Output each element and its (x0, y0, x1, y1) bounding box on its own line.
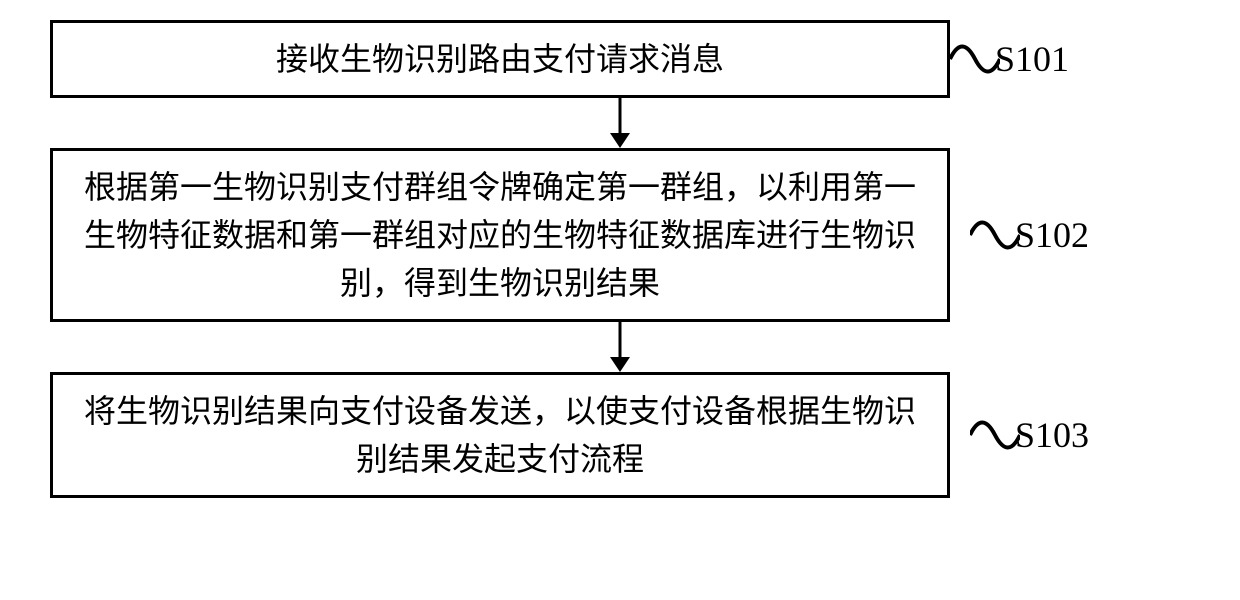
step-label-1: S101 (995, 38, 1069, 80)
flowchart-container: 接收生物识别路由支付请求消息 S101 根据第一生物识别支付群组令牌确定第一群组… (50, 20, 1190, 498)
arrow-container-2 (170, 322, 1070, 372)
squiggle-icon (970, 405, 1020, 465)
arrow-container-1 (170, 98, 1070, 148)
step-box-2: 根据第一生物识别支付群组令牌确定第一群组，以利用第一生物特征数据和第一群组对应的… (50, 148, 950, 322)
step-label-3: S103 (1015, 414, 1089, 456)
arrow-down-icon (605, 98, 635, 148)
squiggle-icon (950, 29, 1000, 89)
arrow-down-icon (605, 322, 635, 372)
step-row-2: 根据第一生物识别支付群组令牌确定第一群组，以利用第一生物特征数据和第一群组对应的… (50, 148, 1190, 322)
step-box-1: 接收生物识别路由支付请求消息 (50, 20, 950, 98)
step-row-1: 接收生物识别路由支付请求消息 S101 (50, 20, 1190, 98)
label-container-3: S103 (970, 372, 1089, 498)
squiggle-icon (970, 205, 1020, 265)
step-text-2: 根据第一生物识别支付群组令牌确定第一群组，以利用第一生物特征数据和第一群组对应的… (73, 163, 927, 307)
label-container-2: S102 (970, 148, 1089, 322)
step-text-3: 将生物识别结果向支付设备发送，以使支付设备根据生物识别结果发起支付流程 (73, 387, 927, 483)
label-container-1: S101 (950, 20, 1069, 98)
step-text-1: 接收生物识别路由支付请求消息 (276, 35, 724, 83)
step-label-2: S102 (1015, 214, 1089, 256)
step-box-3: 将生物识别结果向支付设备发送，以使支付设备根据生物识别结果发起支付流程 (50, 372, 950, 498)
step-row-3: 将生物识别结果向支付设备发送，以使支付设备根据生物识别结果发起支付流程 S103 (50, 372, 1190, 498)
